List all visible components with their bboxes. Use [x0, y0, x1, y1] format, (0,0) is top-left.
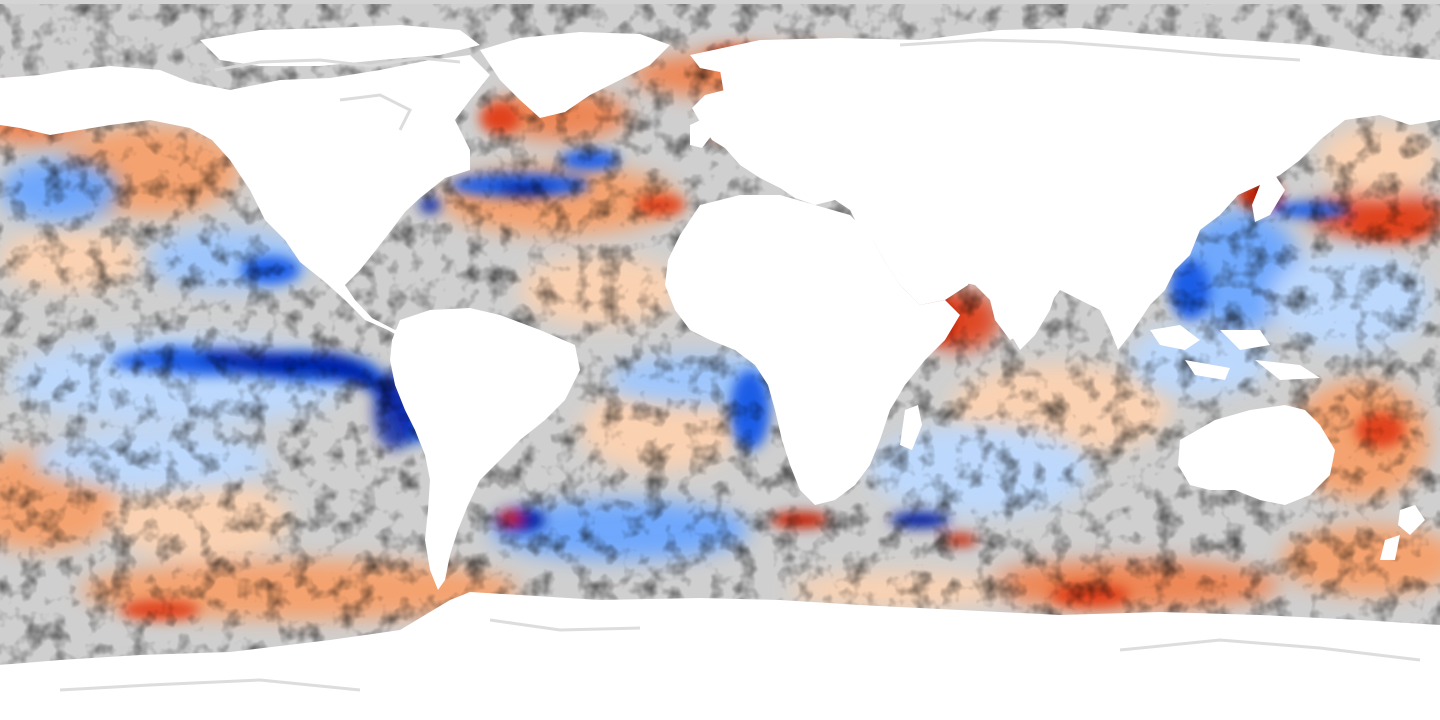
south-america	[390, 308, 580, 590]
greenland	[480, 32, 670, 118]
scandinavia	[720, 60, 830, 140]
arabia	[860, 210, 975, 305]
eurasia	[690, 28, 1440, 350]
coastline-ghosts	[59, 38, 1421, 692]
north-america	[0, 55, 490, 340]
madagascar	[900, 405, 922, 450]
british-isles	[690, 118, 712, 148]
top-border	[0, 0, 1440, 4]
india	[990, 265, 1060, 350]
land-masses	[0, 25, 1440, 720]
arctic-islands	[200, 25, 480, 66]
japan	[1252, 175, 1285, 222]
australia	[1178, 405, 1335, 505]
antarctica	[0, 592, 1440, 720]
africa	[665, 195, 960, 505]
